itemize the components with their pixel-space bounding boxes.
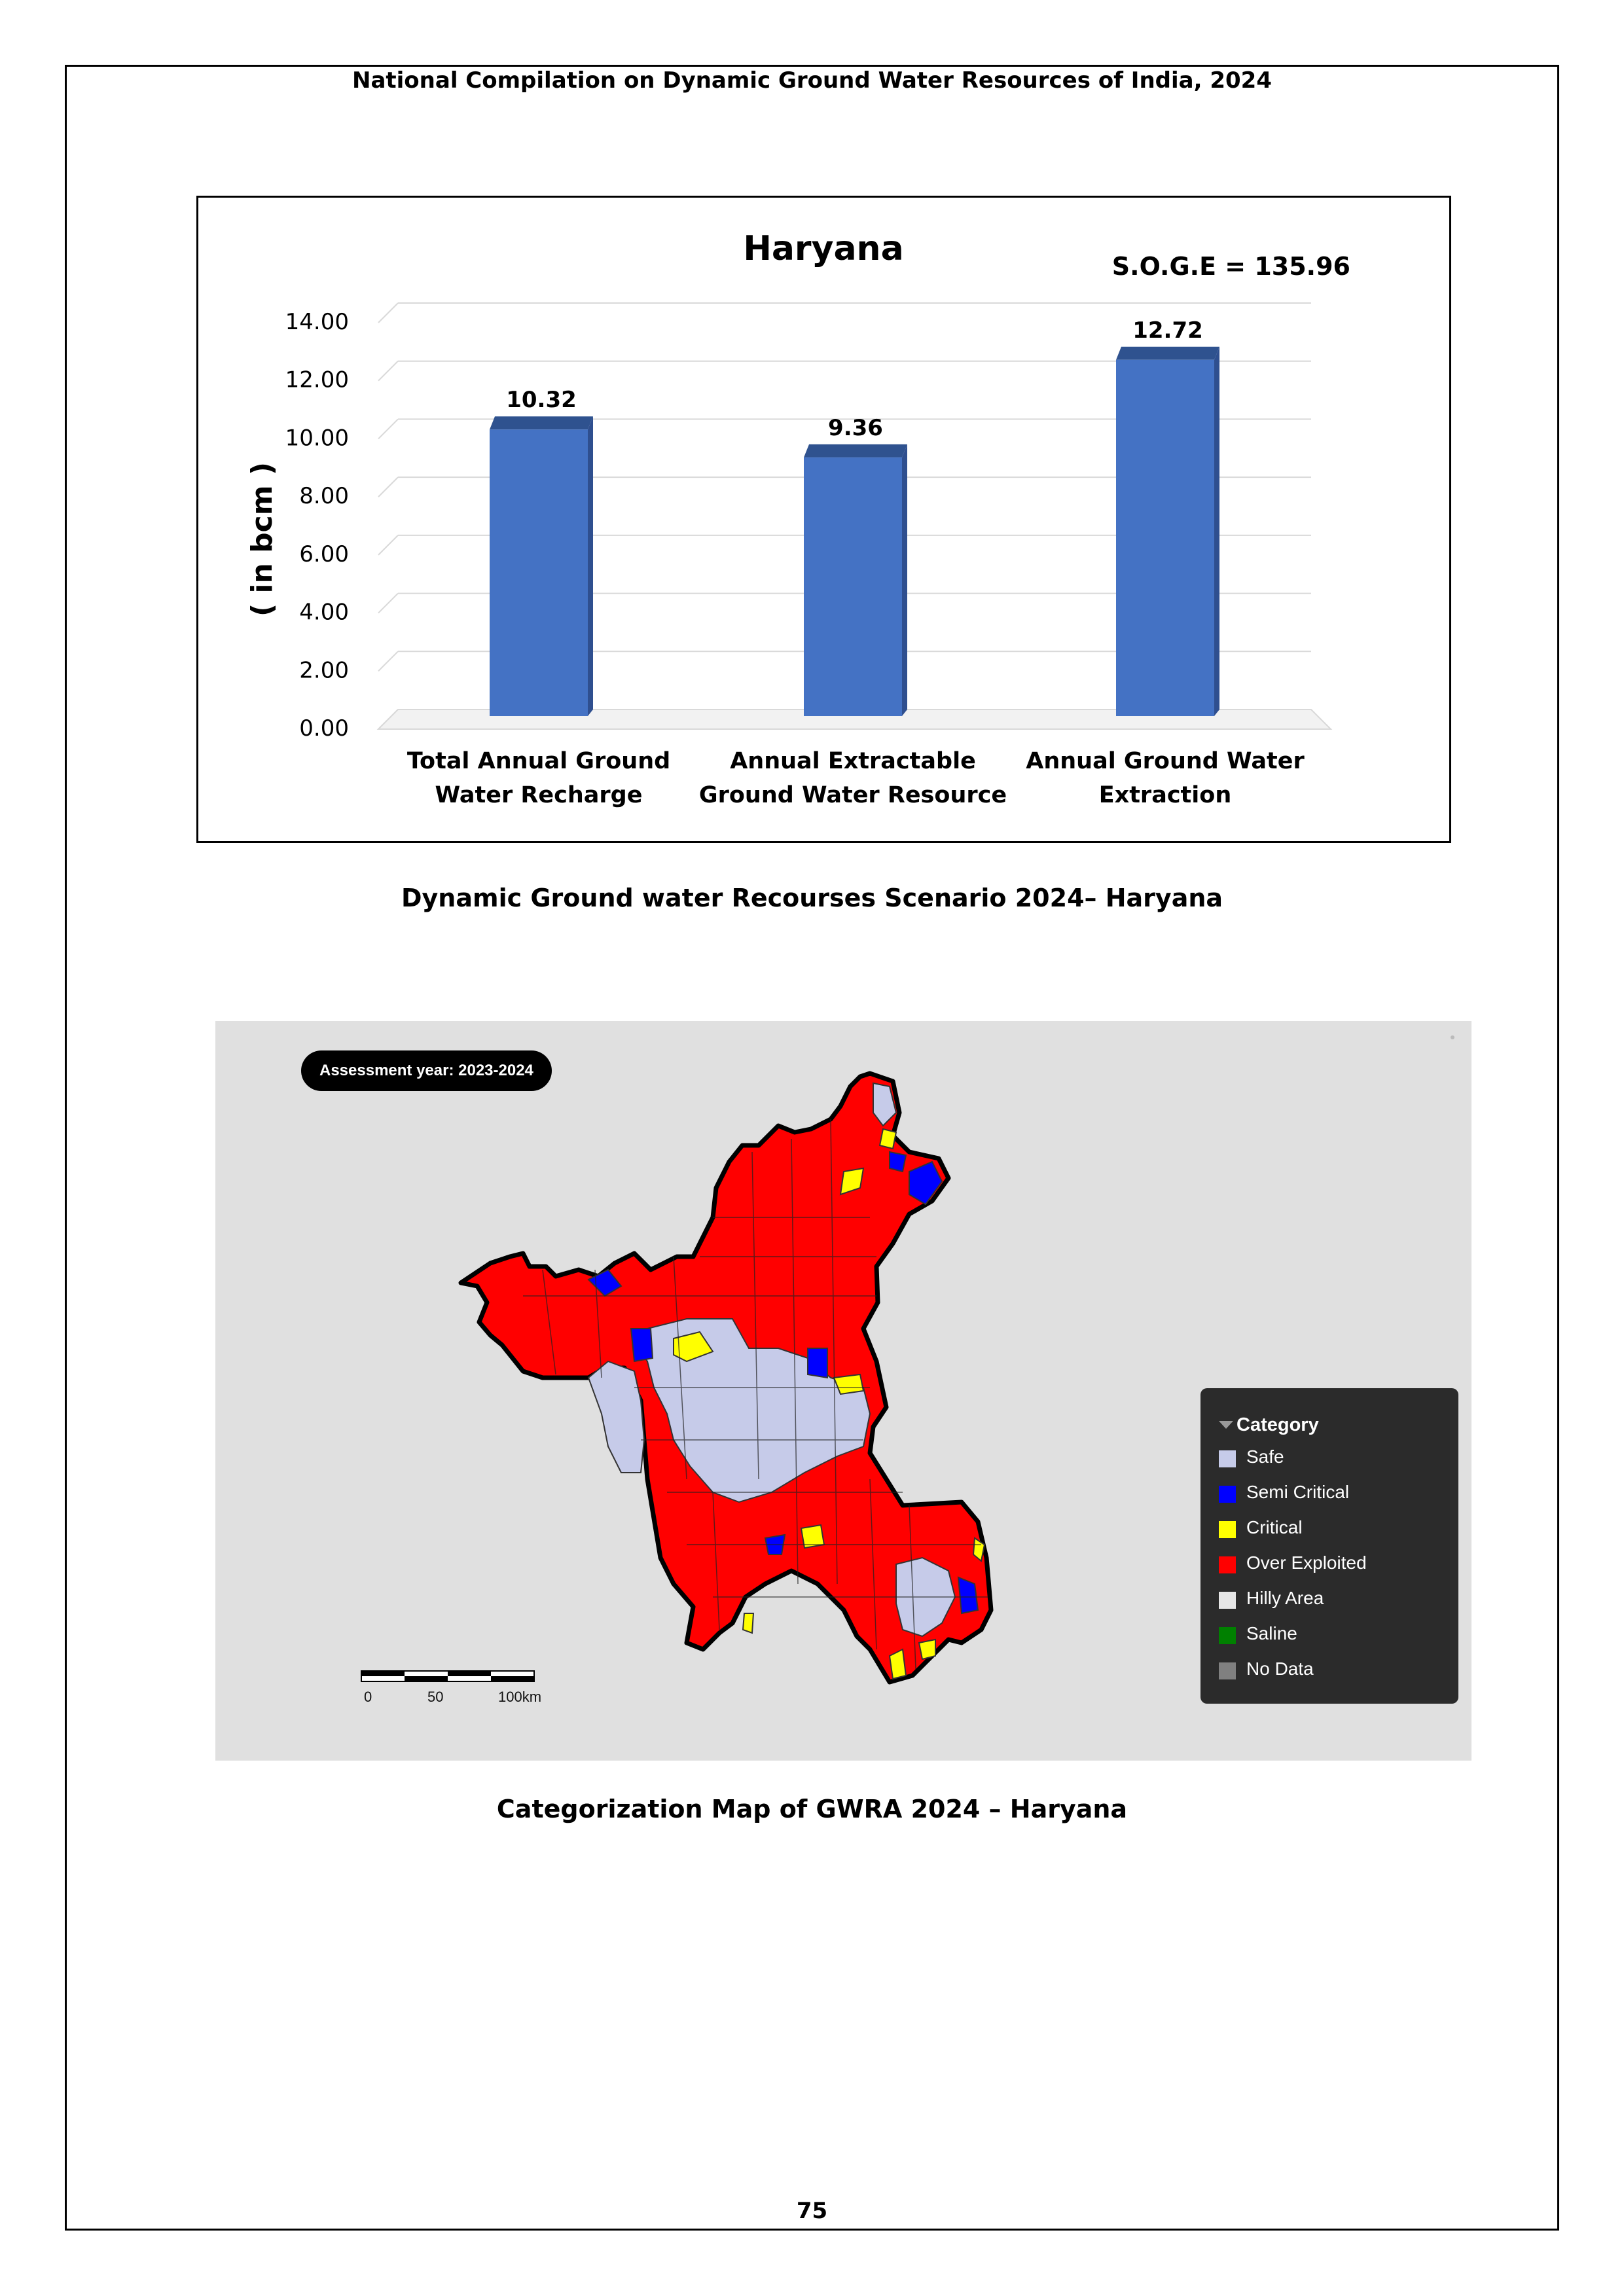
y-tick-label: 12.00 [285, 367, 349, 393]
legend-swatch [1219, 1556, 1236, 1573]
gridline-side [378, 476, 399, 497]
chart-floor [376, 709, 1333, 730]
bar-chart: 0.00 2.00 4.00 6.00 8.00 10.00 12.00 14.00 ( in … [245, 229, 1350, 808]
legend-label: Over Exploited [1246, 1552, 1367, 1573]
semi-critical-c [807, 1348, 828, 1379]
district-boundaries [523, 1119, 988, 1670]
bar-side [588, 416, 593, 716]
map-legend: Category Safe Semi Critical Critical Ove… [1200, 1388, 1458, 1704]
y-tick-label: 2.00 [299, 657, 349, 683]
bar [490, 429, 588, 716]
chart-title: Haryana [743, 229, 903, 268]
legend-label: Hilly Area [1246, 1588, 1324, 1608]
legend-label: Semi Critical [1246, 1482, 1350, 1502]
critical-se [972, 1537, 986, 1562]
page-header: National Compilation on Dynamic Ground W… [352, 67, 1272, 94]
critical-c [833, 1373, 865, 1395]
critical-s2 [888, 1648, 907, 1680]
x-category-label: Annual Ground Water [1026, 748, 1305, 774]
critical-sw [742, 1613, 755, 1634]
legend-title: Category [1236, 1414, 1319, 1435]
safe-region-west [587, 1360, 645, 1473]
semi-critical-n [889, 1151, 907, 1173]
assessment-year-badge: Assessment year: 2023-2024 [301, 1050, 552, 1091]
data-label: 10.32 [506, 387, 577, 413]
x-category-label: Ground Water Resource [699, 782, 1007, 808]
scale-label-0: 0 [364, 1689, 372, 1705]
scale-label-50: 50 [427, 1689, 444, 1705]
scale-bar [361, 1670, 535, 1682]
gridline-side [378, 302, 399, 323]
map-panel: Assessment year: 2023-2024 [215, 1021, 1471, 1761]
bar-side [1214, 346, 1219, 716]
collapse-caret-icon[interactable] [1219, 1421, 1233, 1429]
soge-annotation: S.O.G.E = 135.96 [1112, 252, 1350, 281]
map-caption: Categorization Map of GWRA 2024 – Haryan… [496, 1795, 1128, 1823]
haryana-map [458, 1071, 994, 1685]
bar [804, 457, 902, 716]
legend-label: No Data [1246, 1659, 1314, 1679]
legend-swatch [1219, 1486, 1236, 1503]
map-handle-dot [1451, 1035, 1454, 1039]
y-tick-label: 14.00 [285, 309, 349, 335]
semi-critical-ne [909, 1160, 943, 1206]
y-tick-label: 6.00 [299, 541, 349, 567]
y-tick-label: 10.00 [285, 425, 349, 451]
y-tick-label: 4.00 [299, 600, 349, 626]
semi-critical-se [957, 1576, 979, 1615]
legend-swatch [1219, 1662, 1236, 1679]
critical-w [673, 1331, 714, 1363]
legend-swatch [1219, 1627, 1236, 1644]
x-category-label: Water Recharge [435, 782, 643, 808]
x-category-label: Extraction [1099, 782, 1232, 808]
bar-top [1116, 346, 1219, 360]
legend-label: Safe [1246, 1446, 1284, 1467]
y-axis-label: ( in bcm ) [245, 462, 279, 617]
data-label: 9.36 [828, 415, 883, 441]
bar-side [902, 444, 907, 716]
page-number: 75 [796, 2198, 828, 2224]
critical-n2 [839, 1167, 865, 1196]
y-tick-label: 0.00 [299, 715, 349, 742]
x-category-label: Total Annual Ground [407, 748, 670, 774]
y-tick-label: 8.00 [299, 483, 349, 509]
legend-swatch [1219, 1521, 1236, 1538]
semi-critical-w [587, 1268, 623, 1297]
data-label: 12.72 [1132, 317, 1203, 344]
chart-caption: Dynamic Ground water Recourses Scenario … [401, 884, 1223, 912]
legend-label: Critical [1246, 1517, 1303, 1537]
gridline-side [378, 361, 399, 382]
legend-swatch [1219, 1592, 1236, 1609]
page-border [65, 65, 1559, 2231]
bar-top [804, 444, 907, 457]
gridline-side [378, 592, 399, 614]
bar [1116, 359, 1214, 716]
scale-label-100km: 100km [498, 1689, 542, 1705]
gridline-side [378, 418, 399, 440]
legend-swatch [1219, 1450, 1236, 1467]
bar-top [490, 416, 593, 430]
critical-n1 [878, 1128, 897, 1150]
x-category-label: Annual Extractable [730, 748, 976, 774]
semi-critical-w2 [630, 1328, 654, 1363]
safe-region-north [873, 1082, 897, 1127]
bar-chart-frame: 0.00 2.00 4.00 6.00 8.00 10.00 12.00 14.00 ( in … [196, 196, 1451, 843]
gridline-side [378, 535, 399, 556]
critical-s3 [918, 1638, 936, 1660]
gridline-side [378, 651, 399, 672]
legend-label: Saline [1246, 1623, 1297, 1643]
